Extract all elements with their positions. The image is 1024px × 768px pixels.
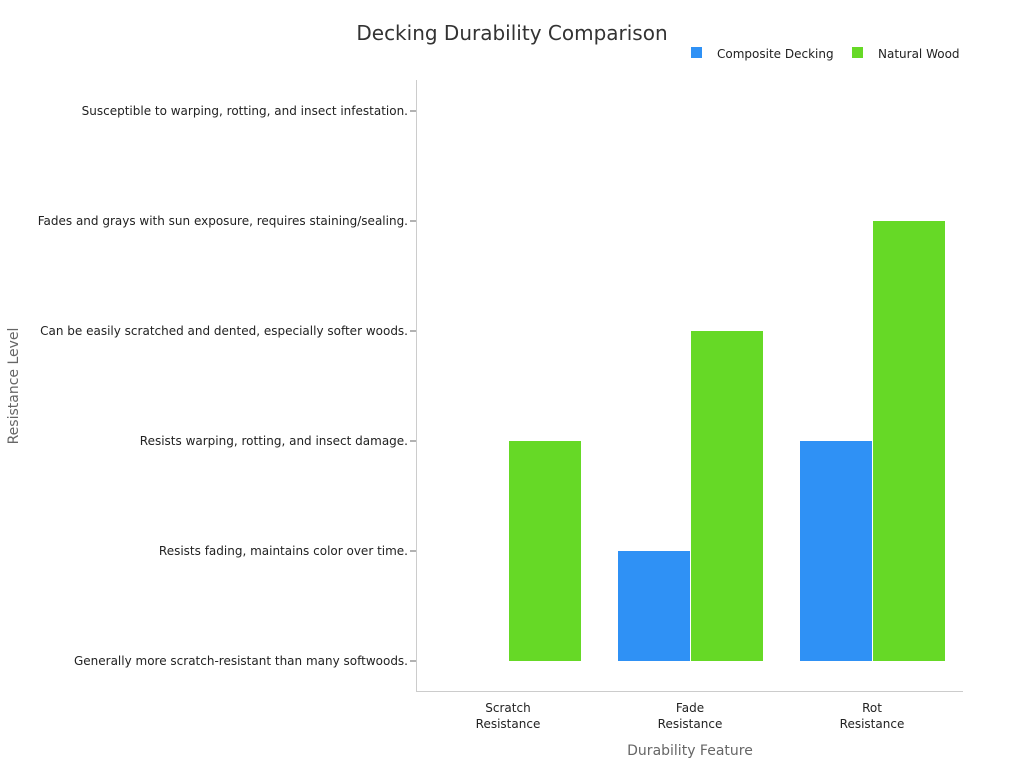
- y-tick-label: Generally more scratch-resistant than ma…: [74, 654, 408, 668]
- x-tick-label: Scratch Resistance: [476, 701, 541, 731]
- x-tick-label: Fade Resistance: [658, 701, 723, 731]
- y-tick-label: Susceptible to warping, rotting, and ins…: [82, 104, 408, 118]
- bar-composite-decking: [800, 441, 872, 661]
- legend-swatch: [852, 47, 863, 58]
- x-tick-label: Rot Resistance: [840, 701, 905, 731]
- legend: Composite Decking Natural Wood: [691, 47, 960, 61]
- legend-label: Composite Decking: [717, 47, 834, 61]
- bar-natural-wood: [509, 441, 581, 661]
- x-axis-label: Durability Feature: [627, 743, 753, 759]
- legend-swatch: [691, 47, 702, 58]
- bar-natural-wood: [873, 221, 945, 661]
- bar-composite-decking: [618, 551, 690, 661]
- bar-natural-wood: [691, 331, 763, 661]
- y-tick-label: Can be easily scratched and dented, espe…: [40, 324, 408, 338]
- y-tick-label: Resists warping, rotting, and insect dam…: [140, 434, 408, 448]
- y-tick-label: Resists fading, maintains color over tim…: [159, 544, 408, 558]
- chart-title: Decking Durability Comparison: [356, 21, 667, 45]
- legend-label: Natural Wood: [878, 47, 960, 61]
- y-tick-label: Fades and grays with sun exposure, requi…: [38, 214, 408, 228]
- y-axis-label: Resistance Level: [6, 328, 22, 445]
